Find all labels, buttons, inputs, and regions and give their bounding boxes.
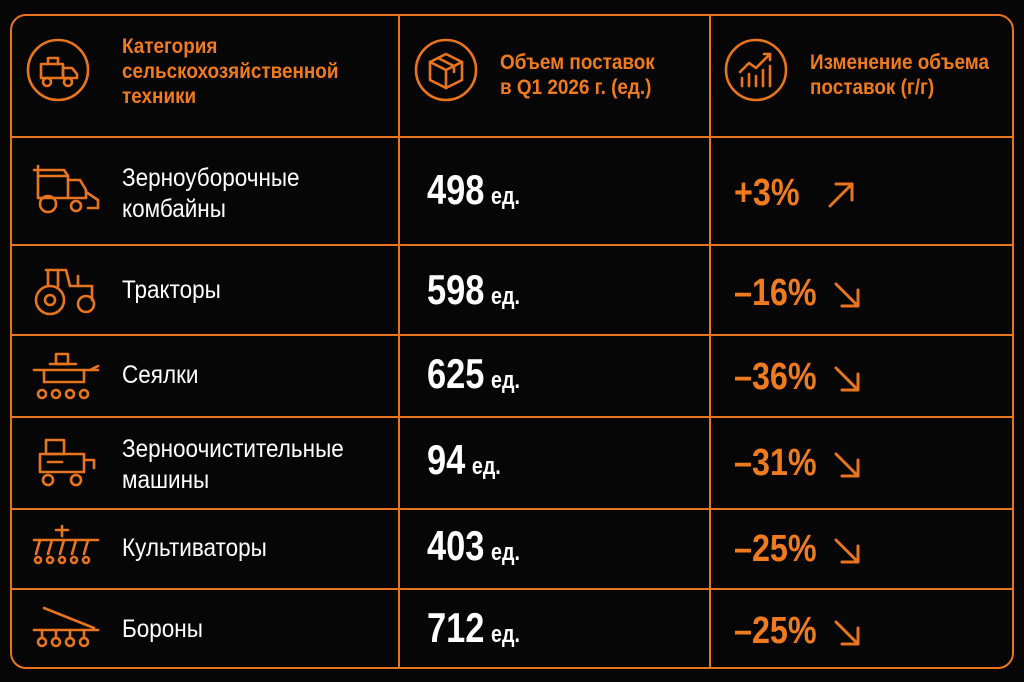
row-divider bbox=[12, 508, 1012, 510]
volume-value: 625 ед. bbox=[427, 350, 520, 397]
truck-icon bbox=[26, 38, 90, 102]
box-icon bbox=[414, 38, 478, 102]
supply-table: Категория сельскохозяйственной техники О… bbox=[10, 14, 1014, 669]
seeder-icon bbox=[30, 348, 102, 404]
change-value: –31% bbox=[734, 442, 817, 484]
volume-header: Объем поставок в Q1 2026 г. (ед.) bbox=[500, 51, 655, 99]
arrow-down-right-icon bbox=[830, 362, 864, 396]
change-value: –16% bbox=[734, 272, 817, 314]
category-label: Зерноуборочные комбайны bbox=[122, 164, 300, 223]
arrow-down-right-icon bbox=[830, 534, 864, 568]
row-divider bbox=[12, 244, 1012, 246]
category-label: Сеялки bbox=[122, 361, 199, 389]
volume-value: 498 ед. bbox=[427, 166, 520, 213]
volume-value: 94 ед. bbox=[427, 436, 501, 483]
category-header: Категория сельскохозяйственной техники bbox=[122, 35, 339, 108]
category-label: Бороны bbox=[122, 615, 203, 643]
cultivator-icon bbox=[30, 520, 102, 576]
category-label: Культиваторы bbox=[122, 534, 267, 562]
volume-value: 598 ед. bbox=[427, 266, 520, 313]
change-value: –25% bbox=[734, 610, 817, 652]
volume-value: 712 ед. bbox=[427, 604, 520, 651]
category-label: Тракторы bbox=[122, 276, 221, 304]
change-header: Изменение объема поставок (г/г) bbox=[810, 51, 989, 99]
row-divider bbox=[12, 416, 1012, 418]
row-divider bbox=[12, 334, 1012, 336]
row-divider bbox=[12, 588, 1012, 590]
arrow-down-right-icon bbox=[830, 616, 864, 650]
arrow-down-right-icon bbox=[830, 448, 864, 482]
arrow-up-right-icon bbox=[824, 178, 858, 212]
header-divider bbox=[12, 136, 1012, 138]
combine-harvester-icon bbox=[30, 162, 102, 218]
column-divider bbox=[709, 16, 711, 667]
change-value: –25% bbox=[734, 528, 817, 570]
volume-value: 403 ед. bbox=[427, 522, 520, 569]
change-value: –36% bbox=[734, 356, 817, 398]
arrow-down-right-icon bbox=[830, 278, 864, 312]
column-divider bbox=[398, 16, 400, 667]
tractor-icon bbox=[30, 262, 102, 318]
growth-chart-icon bbox=[724, 38, 788, 102]
category-label: Зерноочистительные машины bbox=[122, 435, 344, 494]
grain-cleaner-icon bbox=[30, 434, 102, 490]
harrow-icon bbox=[30, 602, 102, 658]
change-value: +3% bbox=[734, 172, 800, 214]
